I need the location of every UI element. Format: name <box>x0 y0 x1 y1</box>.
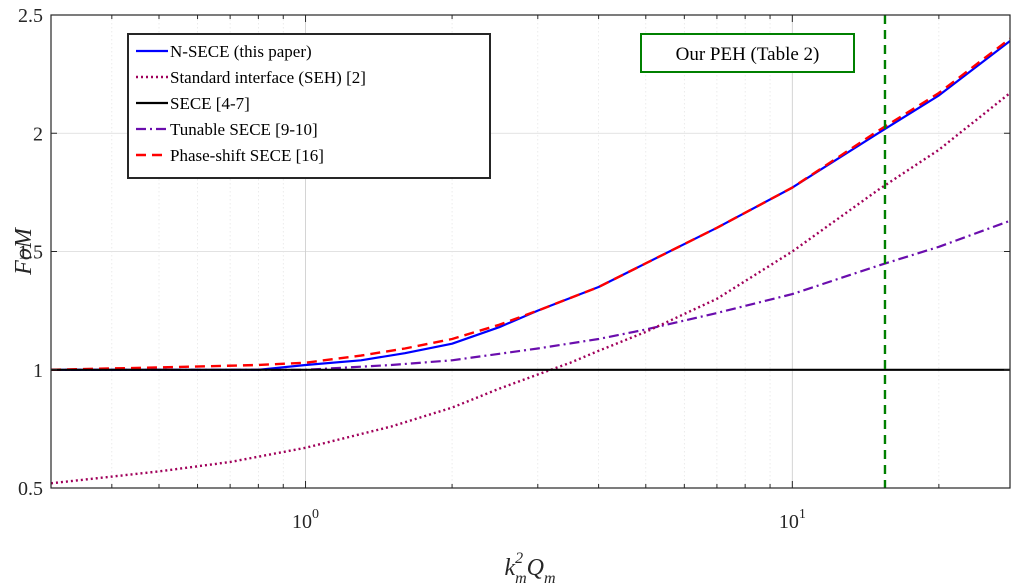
legend-entry: N-SECE (this paper) <box>170 42 312 61</box>
legend-entry: Phase-shift SECE [16] <box>170 146 324 165</box>
annotation-label: Our PEH (Table 2) <box>676 44 820 65</box>
series-layer <box>50 37 1011 485</box>
annotation-box <box>640 33 855 73</box>
legend: N-SECE (this paper) Standard interface (S… <box>127 33 491 179</box>
y-tick-label: 1 <box>33 360 43 382</box>
annotation-layer: Our PEH (Table 2) <box>640 15 887 488</box>
legend-box <box>127 33 491 179</box>
y-tick-label: 1.5 <box>18 242 43 264</box>
series-line <box>51 219 1011 371</box>
legend-entry: Tunable SECE [9-10] <box>170 120 318 139</box>
x-axis-label: k2 mQm <box>504 550 555 587</box>
axis-labels: FoM k2 mQm <box>11 226 556 587</box>
y-axis-label: FoM <box>11 226 37 276</box>
y-tick-label: 2 <box>33 123 43 145</box>
legend-entry: Standard interface (SEH) [2] <box>170 68 366 87</box>
y-tick-label: 2.5 <box>18 5 43 27</box>
x-tick-label: 101 <box>779 507 806 533</box>
ticks: 0.5 1 1.5 2 2.5 100 101 <box>18 5 1010 533</box>
series-line <box>50 37 1011 371</box>
x-tick-label: 100 <box>292 507 319 533</box>
legend-entry: SECE [4-7] <box>170 94 250 113</box>
y-tick-label: 0.5 <box>18 478 43 500</box>
